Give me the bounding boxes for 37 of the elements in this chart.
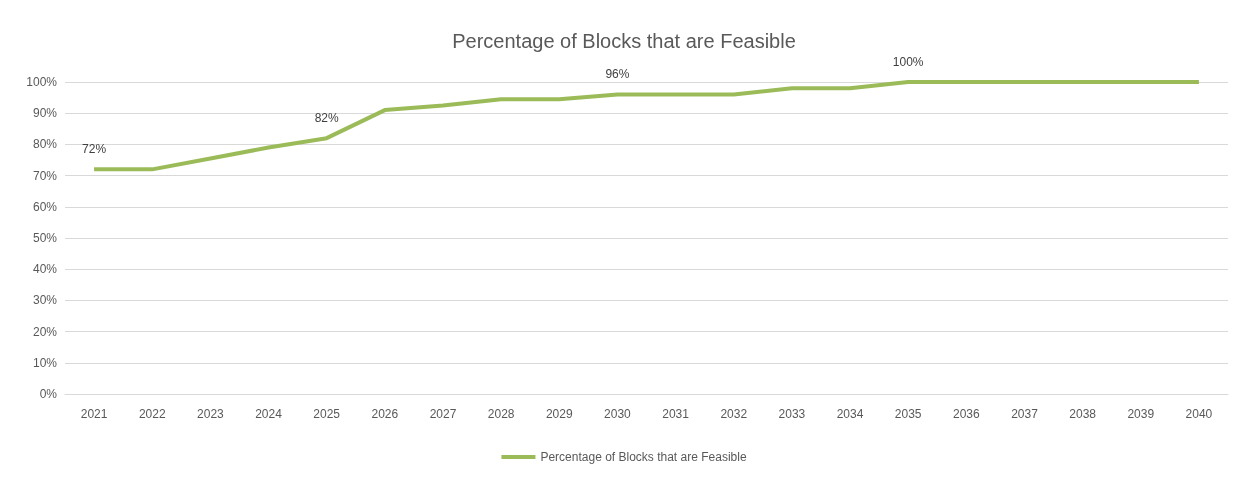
legend-label: Percentage of Blocks that are Feasible bbox=[540, 450, 747, 464]
x-tick-label: 2026 bbox=[371, 407, 399, 421]
x-tick-label: 2028 bbox=[487, 407, 515, 421]
x-tick-label: 2023 bbox=[197, 407, 225, 421]
x-tick-label: 2034 bbox=[836, 407, 864, 421]
chart-title: Percentage of Blocks that are Feasible bbox=[452, 30, 796, 52]
x-tick-label: 2040 bbox=[1185, 407, 1213, 421]
x-tick-label: 2024 bbox=[255, 407, 283, 421]
y-tick-label: 10% bbox=[32, 355, 58, 370]
data-label: 82% bbox=[314, 111, 340, 126]
x-tick-label: 2022 bbox=[138, 407, 166, 421]
x-tick-label: 2031 bbox=[662, 407, 690, 421]
y-tick-label: 40% bbox=[32, 262, 58, 277]
x-tick-label: 2025 bbox=[313, 407, 341, 421]
y-tick-label: 50% bbox=[32, 231, 58, 245]
x-tick-label: 2035 bbox=[894, 407, 922, 421]
x-tick-label: 2021 bbox=[80, 407, 108, 421]
y-tick-label: 80% bbox=[32, 137, 58, 152]
y-tick-label: 90% bbox=[32, 106, 58, 121]
y-tick-label: 60% bbox=[32, 199, 58, 214]
x-tick-label: 2038 bbox=[1069, 407, 1097, 421]
x-tick-label: 2029 bbox=[545, 407, 573, 421]
y-tick-label: 20% bbox=[32, 324, 58, 339]
x-tick-label: 2030 bbox=[604, 407, 632, 421]
y-tick-label: 70% bbox=[32, 168, 58, 183]
y-tick-label: 100% bbox=[26, 75, 58, 89]
data-label: 72% bbox=[82, 142, 107, 157]
data-label: 100% bbox=[892, 55, 924, 69]
x-tick-label: 2036 bbox=[952, 407, 980, 421]
x-tick-label: 2032 bbox=[720, 407, 748, 421]
y-tick-label: 30% bbox=[32, 293, 58, 308]
x-tick-label: 2033 bbox=[778, 407, 806, 421]
x-tick-label: 2037 bbox=[1011, 407, 1039, 421]
x-tick-label: 2039 bbox=[1127, 407, 1155, 421]
x-tick-label: 2027 bbox=[429, 407, 457, 421]
data-label: 96% bbox=[605, 67, 630, 82]
y-tick-label: 0% bbox=[39, 387, 58, 401]
